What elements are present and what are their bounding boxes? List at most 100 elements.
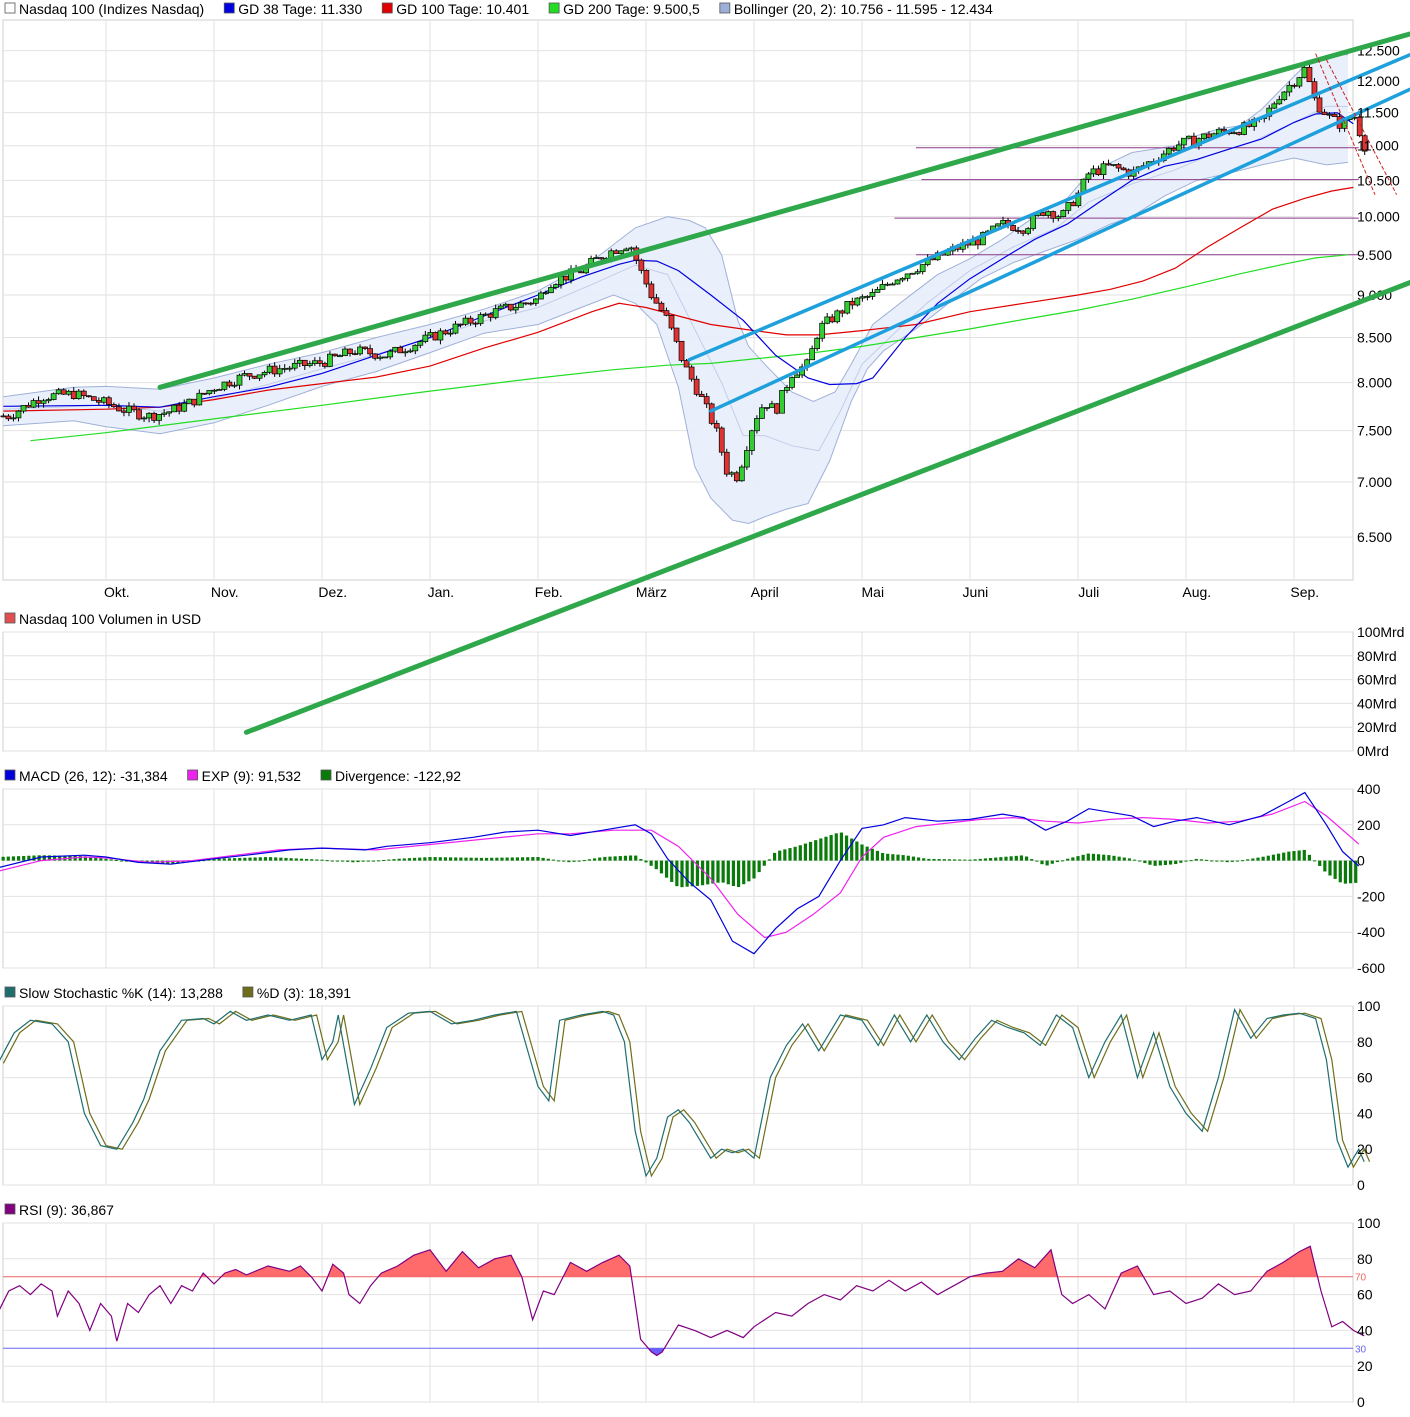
candle-body [452, 323, 459, 334]
divergence-bar [351, 860, 355, 863]
divergence-bar [340, 860, 345, 862]
candle-body [774, 403, 780, 414]
candle-body [1020, 230, 1026, 234]
divergence-bar [634, 855, 638, 861]
x-tick-label: Jan. [428, 584, 454, 600]
divergence-bar [438, 857, 442, 861]
divergence-bar [423, 857, 427, 861]
candle-body [251, 375, 258, 379]
divergence-bar [1086, 853, 1090, 861]
y-tick-label: 10.500 [1357, 172, 1400, 188]
divergence-bar [1276, 853, 1281, 861]
divergence-bar [577, 860, 581, 862]
divergence-bar [505, 857, 509, 861]
divergence-bar [1153, 860, 1157, 866]
divergence-bar [778, 850, 782, 861]
divergence-bar [644, 860, 648, 863]
y-tick-label: 40 [1357, 1105, 1373, 1121]
candle-body [75, 390, 82, 399]
divergence-bar [963, 859, 967, 861]
legend-label: Nasdaq 100 (Indizes Nasdaq) [19, 1, 204, 17]
bollinger-band [3, 54, 1349, 525]
candle-body [1286, 84, 1293, 93]
x-tick-label: Juni [963, 584, 989, 600]
divergence-bar [994, 857, 998, 861]
candle-body [874, 289, 881, 293]
divergence-bar [788, 848, 792, 861]
divergence-bar [1055, 860, 1060, 863]
divergence-bar [1148, 860, 1152, 865]
candle-body [482, 313, 489, 316]
legend-label: RSI (9): 36,867 [19, 1202, 114, 1218]
legend-swatch [4, 769, 16, 781]
candle-body [1276, 99, 1283, 105]
candle-body [563, 275, 569, 281]
divergence-bar [1030, 859, 1034, 861]
divergence-bar [695, 860, 700, 886]
trend-channel-red [1315, 53, 1398, 195]
divergence-bar [1261, 856, 1265, 861]
legend-label: Slow Stochastic %K (14): 13,288 [19, 985, 223, 1001]
divergence-bar [78, 856, 82, 861]
divergence-bar [1318, 860, 1322, 866]
candle-body [1236, 132, 1242, 135]
candle-body [809, 348, 815, 361]
divergence-bar [1076, 856, 1080, 861]
candle-body [1241, 122, 1247, 135]
divergence-bar [608, 856, 612, 861]
candle-body [1025, 228, 1031, 234]
divergence-bar [916, 857, 921, 861]
divergence-bar [253, 857, 257, 861]
divergence-bar [1307, 854, 1312, 861]
divergence-bar [1292, 851, 1296, 861]
divergence-bar [1204, 859, 1209, 861]
divergence-bar [886, 853, 890, 861]
divergence-bar [1045, 860, 1049, 866]
candle-body [45, 399, 52, 402]
candle-body [226, 381, 233, 387]
legend-label: Nasdaq 100 Volumen in USD [19, 611, 201, 627]
candle-body [538, 292, 544, 300]
divergence-bar [567, 860, 571, 863]
candle-body [829, 316, 836, 323]
divergence-bar [726, 860, 730, 885]
y-tick-label: 0 [1357, 853, 1365, 869]
x-tick-label: Okt. [104, 584, 130, 600]
divergence-bar [927, 858, 931, 861]
divergence-bar [284, 857, 288, 861]
candle-body [236, 374, 243, 386]
divergence-bar [412, 857, 417, 861]
divergence-bar [999, 857, 1003, 861]
divergence-bar [16, 856, 21, 861]
divergence-bar [1287, 851, 1291, 861]
divergence-bar [855, 841, 859, 861]
divergence-bar [500, 857, 504, 861]
candle-body [1201, 133, 1207, 140]
y-tick-label: 0 [1357, 1177, 1365, 1193]
divergence-bar [670, 860, 674, 882]
divergence-bar [906, 855, 910, 861]
candle-body [502, 303, 509, 307]
candle-body [1181, 137, 1187, 146]
candle-body [764, 407, 770, 409]
candle-body [1115, 164, 1122, 169]
divergence-bar [104, 858, 108, 861]
candle-body [849, 301, 856, 306]
candle-body [1331, 113, 1338, 117]
divergence-bar [526, 857, 530, 861]
candle-body [261, 371, 268, 376]
candle-body [1291, 84, 1298, 87]
divergence-bar [1230, 860, 1234, 862]
candle-body [50, 393, 57, 400]
candle-body [1306, 67, 1313, 83]
divergence-bar [1132, 859, 1137, 861]
divergence-bar [376, 860, 381, 862]
candle-body [196, 392, 203, 406]
candle-body [814, 337, 821, 349]
divergence-bar [752, 860, 756, 879]
candle-body [15, 410, 22, 419]
candle-body [1010, 225, 1016, 231]
legend-swatch [187, 769, 199, 781]
candle-body [377, 356, 383, 359]
divergence-bar [742, 860, 746, 885]
